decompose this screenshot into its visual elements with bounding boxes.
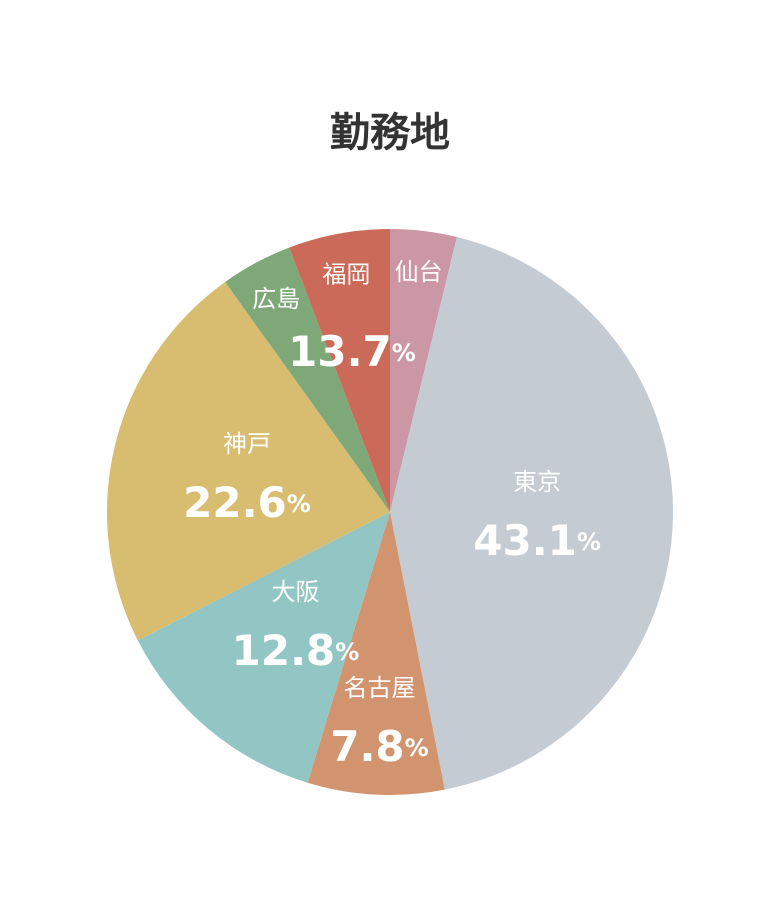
slice-label: 神戸 [223, 430, 271, 458]
value-label: 22.6% [183, 478, 311, 527]
slice [390, 237, 673, 790]
value-label: 12.8% [232, 625, 360, 674]
value-label: 43.1% [473, 516, 601, 565]
slice-label: 東京 [513, 468, 561, 496]
slice-label: 仙台 [395, 258, 443, 286]
slice-label: 大阪 [271, 578, 319, 606]
chart-title: 勤務地 [330, 110, 450, 156]
slice-label: 福岡 [322, 260, 370, 288]
slice [137, 512, 390, 783]
slice [106, 282, 391, 641]
slice-label: 名古屋 [343, 674, 415, 702]
slice-label: 広島 [252, 285, 300, 313]
slice [289, 229, 390, 512]
pie [106, 229, 673, 795]
group-value-label: 13.7% [288, 327, 416, 376]
value-label: 7.8% [330, 722, 428, 771]
slice [390, 229, 457, 512]
slice [307, 512, 445, 795]
slice [225, 247, 390, 513]
